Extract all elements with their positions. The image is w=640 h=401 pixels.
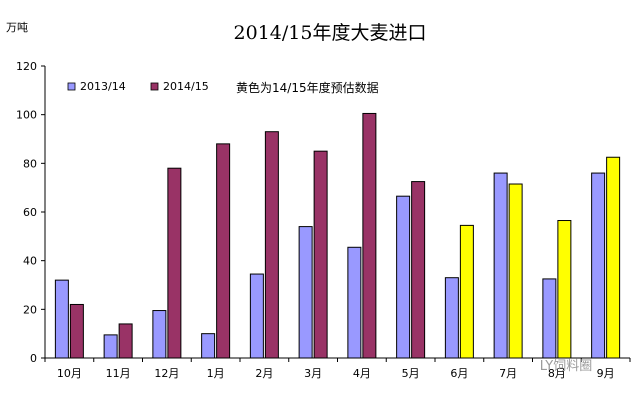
bar-2013-14 bbox=[444, 277, 459, 359]
bar-2014-15 bbox=[557, 220, 572, 359]
x-tick-label: 10月 bbox=[57, 367, 82, 380]
bar-2013-14 bbox=[103, 334, 118, 359]
watermark: LY饲料圈 bbox=[540, 359, 592, 374]
bar-2013-14 bbox=[347, 246, 362, 359]
x-tick-label: 5月 bbox=[402, 367, 420, 380]
y-tick-label: 40 bbox=[23, 255, 37, 268]
bar-2014-15 bbox=[69, 303, 84, 359]
x-tick-label: 7月 bbox=[499, 367, 517, 380]
tick-labels: 0 20 40 60 80 100 120 10月 11月 12月 1月 2月 3月 4月 5月 6月 7月 8月… bbox=[16, 60, 615, 380]
legend-label-2013-14: 2013/14 bbox=[80, 80, 126, 93]
legend-swatch-2014-15 bbox=[150, 82, 159, 91]
y-tick-label: 100 bbox=[16, 109, 37, 122]
bar-2013-14 bbox=[493, 172, 508, 359]
forecast-note: 黄色为14/15年度预估数据 bbox=[236, 80, 379, 95]
bar-2013-14 bbox=[249, 273, 264, 359]
bar-2014-15 bbox=[118, 323, 133, 359]
x-tick-label: 4月 bbox=[353, 367, 371, 380]
y-tick-label: 60 bbox=[23, 206, 37, 219]
y-tick-label: 80 bbox=[23, 157, 37, 170]
y-tick-label: 0 bbox=[30, 352, 37, 365]
x-tick-label: 9月 bbox=[597, 367, 615, 380]
bar-2013-14 bbox=[396, 195, 411, 359]
x-tick-label: 11月 bbox=[106, 367, 131, 380]
x-tick-label: 2月 bbox=[255, 367, 273, 380]
x-tick-label: 3月 bbox=[304, 367, 322, 380]
y-tick-label: 120 bbox=[16, 60, 37, 73]
bar-2014-15 bbox=[362, 112, 377, 359]
y-tick-label: 20 bbox=[23, 303, 37, 316]
bar-2013-14 bbox=[152, 310, 167, 359]
x-tick-label: 1月 bbox=[207, 367, 225, 380]
x-tick-label: 6月 bbox=[450, 367, 468, 380]
bar-2014-15 bbox=[216, 143, 231, 359]
bar-2013-14 bbox=[542, 278, 557, 359]
bar-2014-15 bbox=[459, 224, 474, 359]
bar-2014-15 bbox=[313, 150, 328, 359]
bar-2013-14 bbox=[201, 333, 216, 359]
x-tick-label: 12月 bbox=[154, 367, 179, 380]
bars bbox=[54, 112, 621, 359]
x-tick-label: 8月 bbox=[548, 367, 566, 380]
axes bbox=[41, 65, 631, 362]
bar-2014-15 bbox=[264, 131, 279, 359]
bar-2014-15 bbox=[411, 181, 426, 359]
bar-2014-15 bbox=[606, 156, 621, 359]
bar-2014-15 bbox=[167, 167, 182, 359]
bar-2014-15 bbox=[508, 183, 523, 359]
legend-swatch-2013-14 bbox=[67, 82, 76, 91]
bar-2013-14 bbox=[54, 279, 69, 359]
y-axis-unit: 万吨 bbox=[6, 21, 28, 34]
bar-2013-14 bbox=[298, 226, 313, 359]
legend: 2013/14 2014/15 bbox=[67, 80, 209, 93]
chart-title: 2014/15年度大麦进口 bbox=[234, 22, 427, 44]
legend-label-2014-15: 2014/15 bbox=[163, 80, 209, 93]
bar-2013-14 bbox=[591, 172, 606, 359]
